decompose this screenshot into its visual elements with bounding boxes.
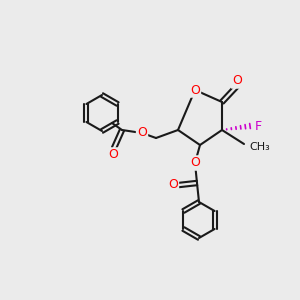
Text: O: O	[232, 74, 242, 88]
Text: F: F	[254, 119, 262, 133]
Text: CH₃: CH₃	[249, 142, 270, 152]
Text: O: O	[108, 148, 118, 161]
Text: O: O	[190, 83, 200, 97]
Text: O: O	[168, 178, 178, 191]
Text: O: O	[137, 127, 147, 140]
Text: O: O	[190, 157, 200, 169]
